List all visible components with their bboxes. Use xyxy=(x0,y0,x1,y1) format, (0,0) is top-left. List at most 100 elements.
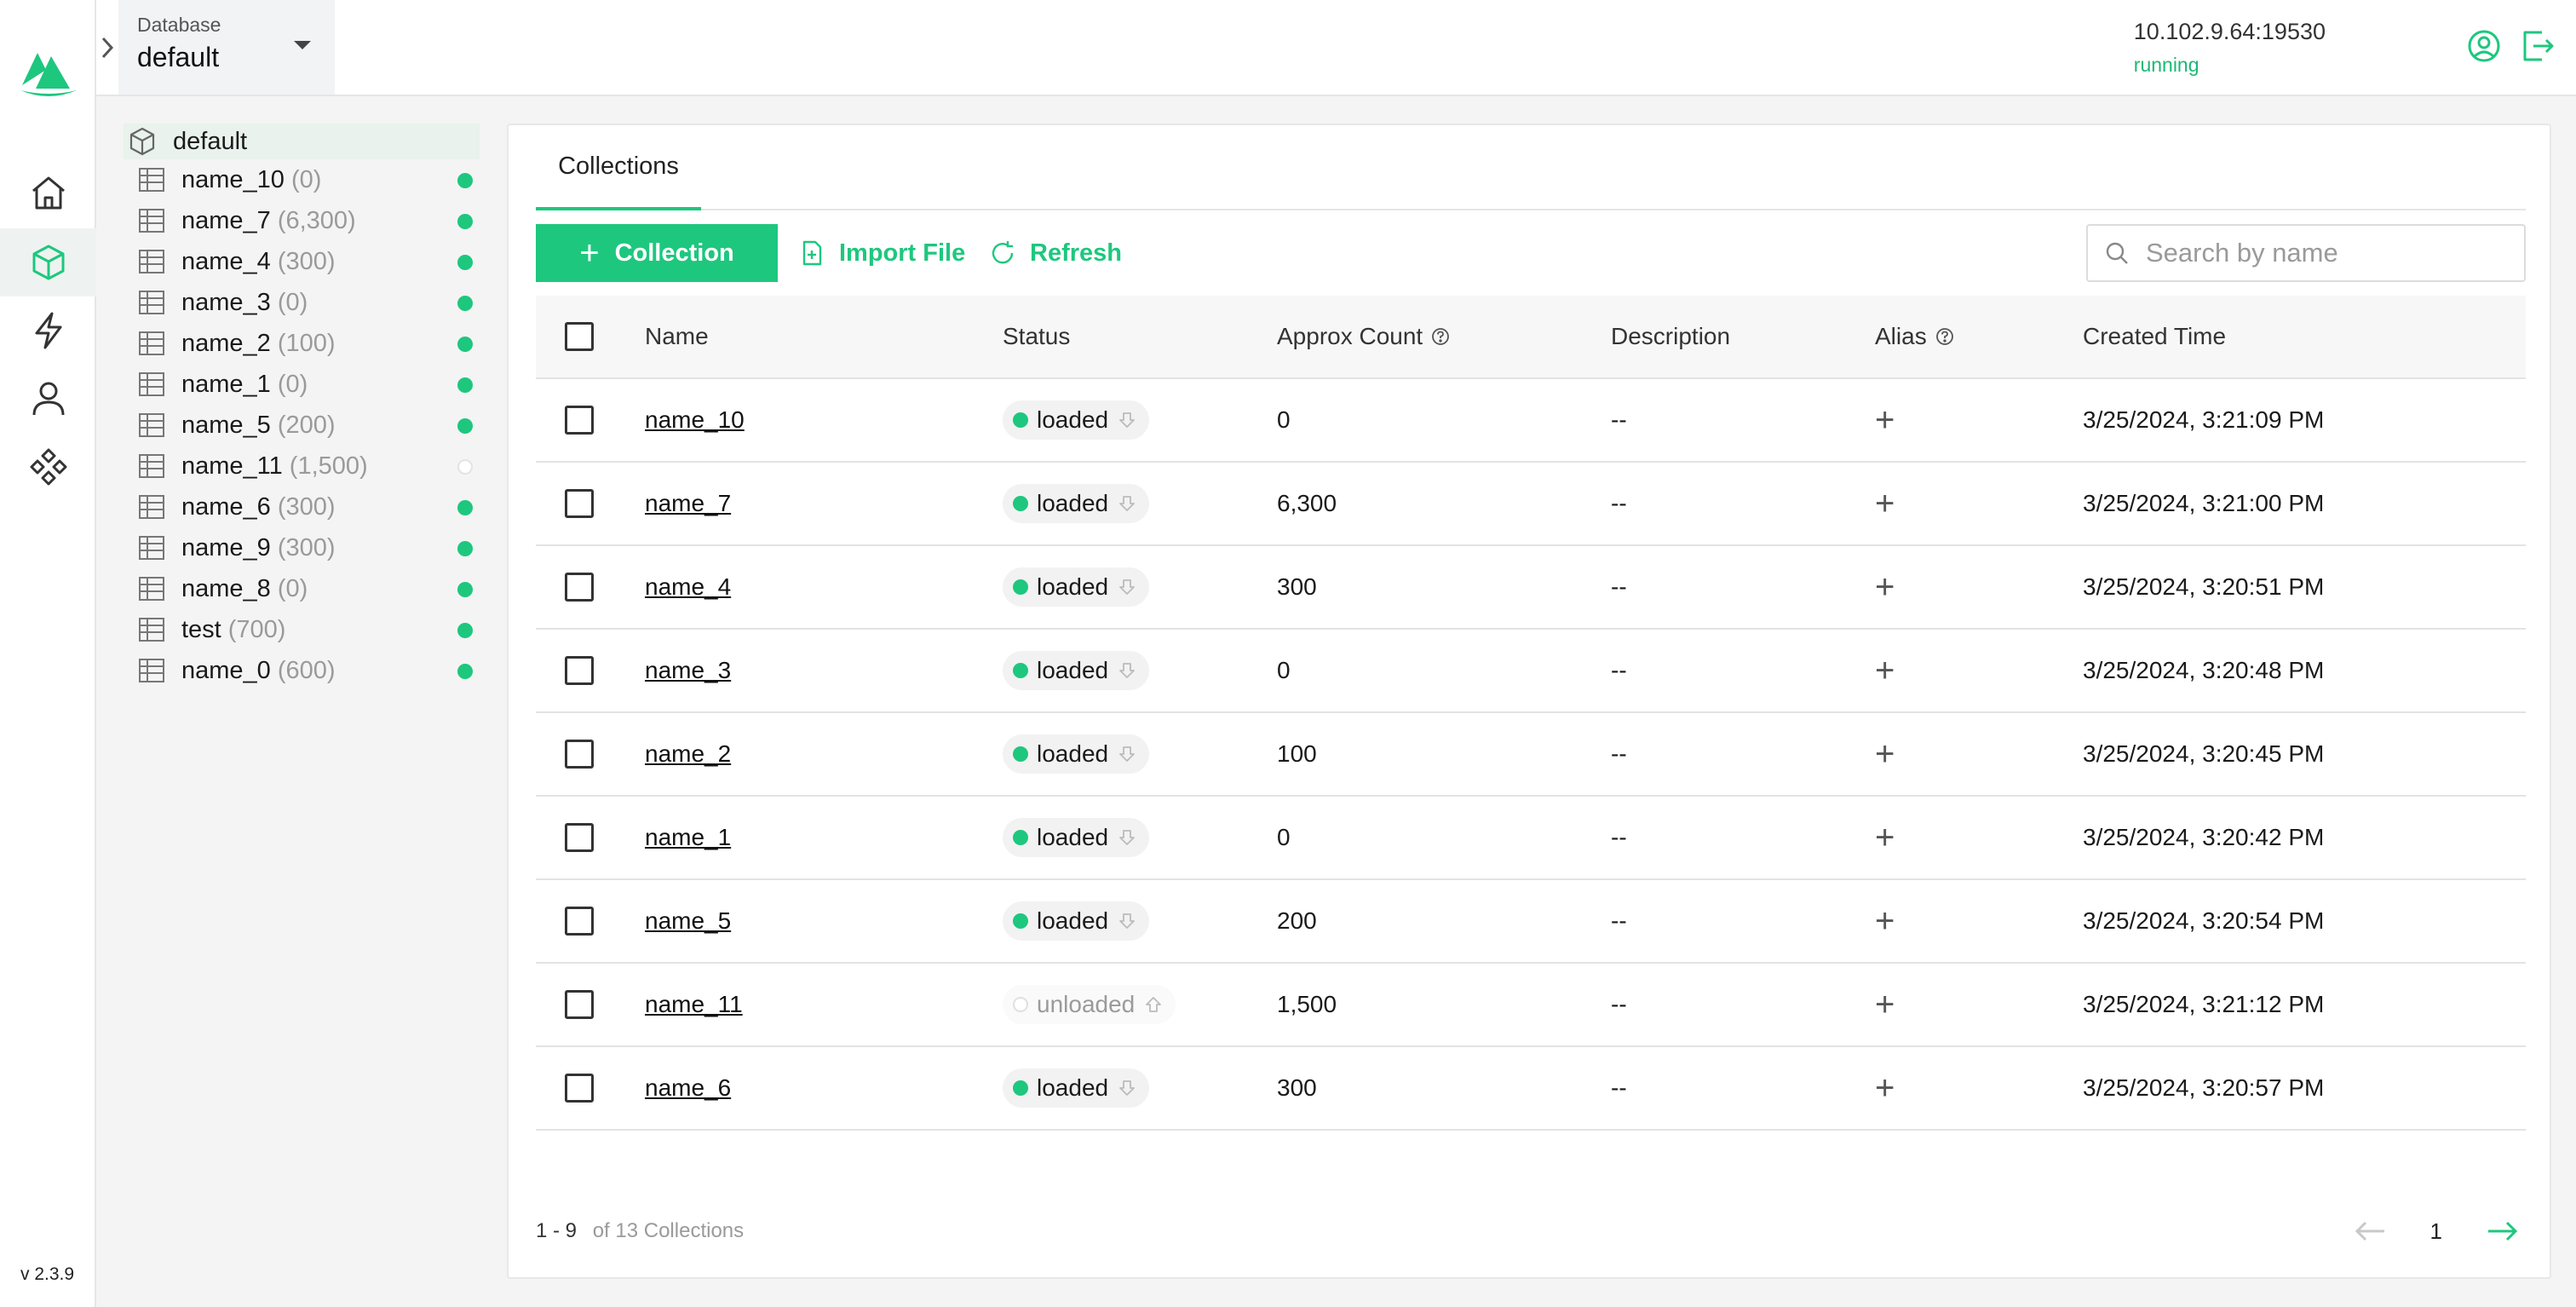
table-row: name_6 loaded 300 -- +3/25/2024, 3:20:57 PM xyxy=(536,1047,2526,1131)
row-checkbox[interactable] xyxy=(565,656,594,685)
collection-name-link[interactable]: name_10 xyxy=(645,406,745,433)
load-icon xyxy=(1146,997,1162,1012)
collection-tree: default name_10 (0) name_7 (6,300) name_4 (30… xyxy=(124,124,480,691)
add-alias-icon[interactable]: + xyxy=(1875,652,1895,689)
nav-home[interactable] xyxy=(0,158,96,227)
add-alias-icon[interactable]: + xyxy=(1875,1069,1895,1107)
status-badge[interactable]: loaded xyxy=(1003,1068,1150,1108)
status-badge[interactable]: loaded xyxy=(1003,734,1150,774)
row-checkbox[interactable] xyxy=(565,990,594,1019)
collection-name-link[interactable]: name_2 xyxy=(645,740,732,767)
table-row: name_2 loaded 100 -- +3/25/2024, 3:20:45 PM xyxy=(536,713,2526,797)
release-icon xyxy=(1119,663,1135,678)
collection-name-link[interactable]: name_5 xyxy=(645,907,732,934)
row-checkbox[interactable] xyxy=(565,489,594,518)
next-page-icon[interactable] xyxy=(2481,1211,2522,1252)
tree-item-collection[interactable]: name_5 (200) xyxy=(124,405,480,446)
server-address: 10.102.9.64:19530 xyxy=(2133,19,2326,44)
tree-root-database[interactable]: default xyxy=(124,124,480,159)
create-collection-button[interactable]: + Collection xyxy=(536,224,778,282)
collection-name-link[interactable]: name_1 xyxy=(645,824,732,850)
release-icon xyxy=(1119,913,1135,929)
row-checkbox[interactable] xyxy=(565,406,594,435)
refresh-button[interactable]: Refresh xyxy=(989,224,1122,282)
tree-item-collection[interactable]: name_7 (6,300) xyxy=(124,200,480,241)
status-badge[interactable]: unloaded xyxy=(1003,985,1176,1024)
header-status[interactable]: Status xyxy=(1003,323,1071,349)
row-checkbox[interactable] xyxy=(565,573,594,602)
refresh-icon xyxy=(992,241,1014,264)
database-select[interactable]: Database default xyxy=(118,0,335,95)
status-badge[interactable]: loaded xyxy=(1003,567,1150,607)
add-alias-icon[interactable]: + xyxy=(1875,819,1895,856)
add-alias-icon[interactable]: + xyxy=(1875,986,1895,1023)
add-alias-icon[interactable]: + xyxy=(1875,735,1895,773)
row-checkbox[interactable] xyxy=(565,823,594,852)
tab-collections[interactable]: Collections xyxy=(536,125,701,210)
page-number[interactable]: 1 xyxy=(2429,1218,2442,1244)
header-description[interactable]: Description xyxy=(1611,323,1731,349)
tree-item-count: (300) xyxy=(277,533,336,561)
add-alias-icon[interactable]: + xyxy=(1875,401,1895,439)
status-badge[interactable]: loaded xyxy=(1003,484,1150,523)
tree-item-collection[interactable]: name_6 (300) xyxy=(124,487,480,527)
row-checkbox[interactable] xyxy=(565,907,594,936)
help-icon[interactable] xyxy=(1431,327,1450,346)
nav-system[interactable] xyxy=(0,433,96,501)
tree-item-collection[interactable]: name_4 (300) xyxy=(124,241,480,282)
collection-name-link[interactable]: name_6 xyxy=(645,1074,732,1101)
status-badge[interactable]: loaded xyxy=(1003,400,1150,440)
tree-item-collection[interactable]: name_0 (600) xyxy=(124,650,480,691)
expand-sidebar-button[interactable] xyxy=(96,34,118,61)
tree-item-label: name_1 xyxy=(181,370,271,398)
tree-item-collection[interactable]: name_9 (300) xyxy=(124,527,480,568)
user-circle-icon[interactable] xyxy=(2465,27,2503,65)
tree-item-count: (0) xyxy=(290,165,322,193)
header-created-time[interactable]: Created Time xyxy=(2083,323,2227,349)
tree-item-collection[interactable]: name_10 (0) xyxy=(124,159,480,200)
status-badge[interactable]: loaded xyxy=(1003,651,1150,690)
collection-name-link[interactable]: name_7 xyxy=(645,490,732,516)
status-label: unloaded xyxy=(1037,991,1136,1017)
add-alias-icon[interactable]: + xyxy=(1875,485,1895,522)
table-icon xyxy=(139,659,164,682)
header-name[interactable]: Name xyxy=(645,323,709,349)
collection-name-link[interactable]: name_3 xyxy=(645,657,732,683)
tree-item-label: name_4 xyxy=(181,247,271,275)
table-icon xyxy=(139,454,164,478)
load-status-dot xyxy=(457,664,473,679)
milvus-logo-icon[interactable] xyxy=(17,41,80,102)
server-status: running xyxy=(2133,54,2199,76)
load-status-dot xyxy=(457,418,473,434)
prev-page-icon[interactable] xyxy=(2350,1211,2391,1252)
collections-panel: Collections + Collection Import File Ref… xyxy=(507,124,2551,1279)
tree-item-collection[interactable]: name_3 (0) xyxy=(124,282,480,323)
collection-name-link[interactable]: name_4 xyxy=(645,573,732,600)
header-approx-count[interactable]: Approx Count xyxy=(1277,296,1450,377)
row-checkbox[interactable] xyxy=(565,740,594,769)
logout-icon[interactable] xyxy=(2518,27,2556,65)
nav-search[interactable] xyxy=(0,297,96,365)
header-alias[interactable]: Alias xyxy=(1875,296,1954,377)
created-time-cell: 3/25/2024, 3:21:09 PM xyxy=(2083,406,2325,433)
collection-name-link[interactable]: name_11 xyxy=(645,991,743,1017)
status-badge[interactable]: loaded xyxy=(1003,901,1150,941)
nav-users[interactable] xyxy=(0,365,96,433)
status-badge[interactable]: loaded xyxy=(1003,818,1150,857)
search-box[interactable] xyxy=(2086,224,2526,282)
add-alias-icon[interactable]: + xyxy=(1875,902,1895,940)
tree-item-collection[interactable]: name_2 (100) xyxy=(124,323,480,364)
tree-item-collection[interactable]: test (700) xyxy=(124,609,480,650)
import-file-button[interactable]: Import File xyxy=(798,224,965,282)
tree-item-count: (6,300) xyxy=(277,206,356,234)
tree-item-collection[interactable]: name_8 (0) xyxy=(124,568,480,609)
nav-collections[interactable] xyxy=(0,228,96,297)
tree-item-collection[interactable]: name_11 (1,500) xyxy=(124,446,480,487)
help-icon[interactable] xyxy=(1935,327,1954,346)
add-alias-icon[interactable]: + xyxy=(1875,568,1895,606)
search-input[interactable] xyxy=(2146,238,2521,268)
row-checkbox[interactable] xyxy=(565,1074,594,1103)
status-label: loaded xyxy=(1037,1074,1109,1101)
tree-item-collection[interactable]: name_1 (0) xyxy=(124,364,480,405)
select-all-checkbox[interactable] xyxy=(565,322,594,351)
